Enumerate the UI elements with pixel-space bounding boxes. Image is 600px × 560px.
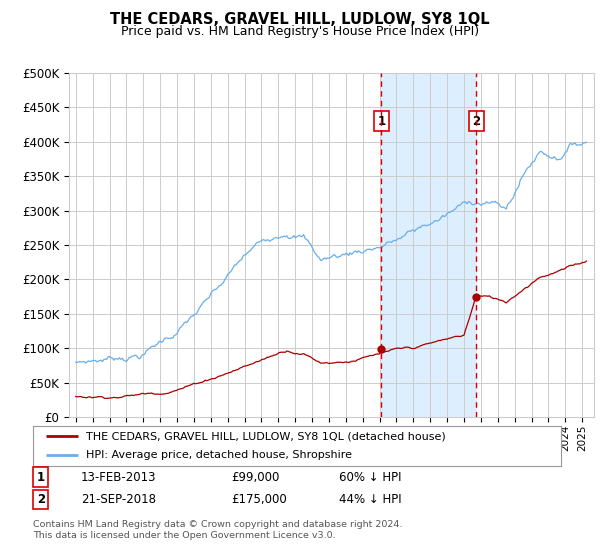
Text: THE CEDARS, GRAVEL HILL, LUDLOW, SY8 1QL (detached house): THE CEDARS, GRAVEL HILL, LUDLOW, SY8 1QL… <box>86 432 446 441</box>
Bar <box>382 73 476 417</box>
Text: £99,000: £99,000 <box>231 470 280 484</box>
Text: 2: 2 <box>472 114 480 128</box>
Text: 13-FEB-2013: 13-FEB-2013 <box>81 470 157 484</box>
Text: HPI: Average price, detached house, Shropshire: HPI: Average price, detached house, Shro… <box>86 450 352 460</box>
Text: 44% ↓ HPI: 44% ↓ HPI <box>339 493 401 506</box>
Text: 2: 2 <box>37 493 45 506</box>
Text: 60% ↓ HPI: 60% ↓ HPI <box>339 470 401 484</box>
Text: 1: 1 <box>377 114 386 128</box>
Text: Price paid vs. HM Land Registry's House Price Index (HPI): Price paid vs. HM Land Registry's House … <box>121 25 479 38</box>
Text: THE CEDARS, GRAVEL HILL, LUDLOW, SY8 1QL: THE CEDARS, GRAVEL HILL, LUDLOW, SY8 1QL <box>110 12 490 27</box>
Text: Contains HM Land Registry data © Crown copyright and database right 2024.
This d: Contains HM Land Registry data © Crown c… <box>33 520 403 540</box>
Text: 21-SEP-2018: 21-SEP-2018 <box>81 493 156 506</box>
Text: 1: 1 <box>37 470 45 484</box>
Text: £175,000: £175,000 <box>231 493 287 506</box>
